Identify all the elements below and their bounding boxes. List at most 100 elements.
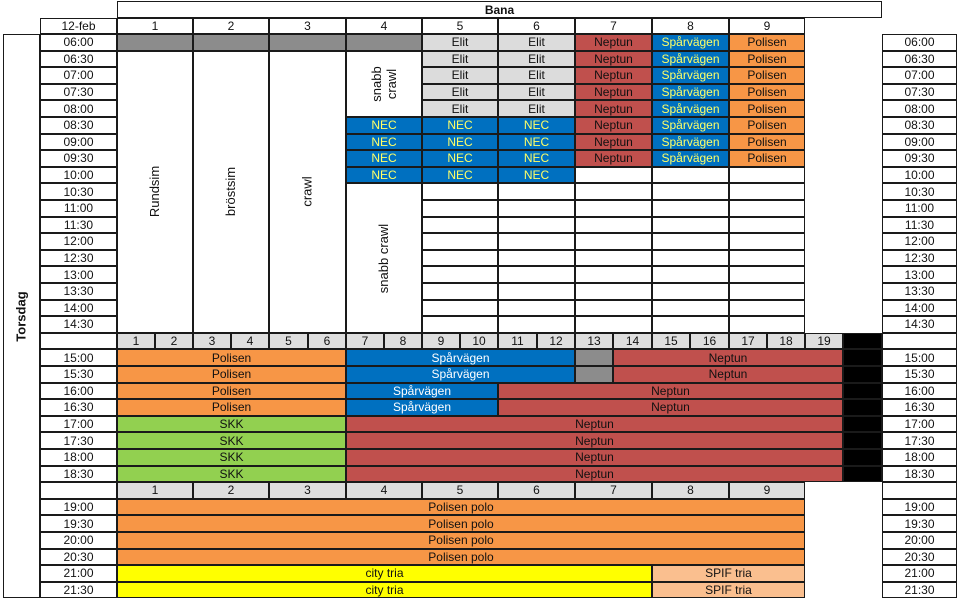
empty-cell: [652, 299, 729, 317]
empty-cell: [652, 283, 729, 300]
neptun-cell: Neptun: [575, 34, 652, 51]
lane-header: 1: [117, 482, 193, 499]
empty-cell: [575, 216, 652, 234]
black-cell: [843, 449, 882, 466]
lane2-label-text: bröstsim: [223, 167, 239, 217]
time-right: 11:00: [882, 200, 957, 217]
black-cell: [843, 349, 882, 366]
empty-cell: [498, 216, 575, 234]
time-right: 13:30: [882, 283, 957, 300]
polisen-cell: Polisen: [117, 382, 346, 400]
elit-cell: Elit: [498, 67, 575, 84]
lane1-label: Rundsim: [117, 51, 193, 333]
time-left: 09:30: [40, 150, 117, 167]
lane-header-19: 15: [652, 332, 690, 350]
nec-cell: NEC: [422, 150, 498, 167]
neptun-cell: Neptun: [575, 67, 652, 84]
lane4-top-block: [346, 50, 422, 117]
lane-header-19: 13: [575, 332, 613, 350]
spif-tria-cell: SPIF tria: [652, 581, 805, 599]
time-right: 19:30: [882, 515, 957, 532]
time-right: 10:00: [882, 166, 957, 184]
lane2-block: [193, 50, 269, 333]
empty-cell: [652, 166, 729, 184]
sparvagen-cell: Spårvägen: [346, 366, 575, 383]
day-text: Torsdag: [14, 291, 30, 342]
time-left: 21:00: [40, 565, 117, 582]
empty-cell: [729, 166, 805, 184]
time-right: 17:00: [882, 415, 957, 433]
neptun-cell: Neptun: [498, 382, 843, 400]
polisen-cell: Polisen: [729, 100, 805, 117]
polisen-polo-cell: Polisen polo: [117, 548, 805, 566]
polisen-cell: Polisen: [729, 83, 805, 101]
time-right: 08:30: [882, 117, 957, 134]
lane-header-19: 7: [346, 332, 384, 350]
time-left: 19:00: [40, 498, 117, 516]
time-left: 15:00: [40, 349, 117, 366]
time-left: 08:00: [40, 100, 117, 117]
lane-header-19: 14: [613, 332, 652, 350]
empty-cell: [729, 233, 805, 250]
time-right: 18:30: [882, 465, 957, 483]
empty-cell: [652, 266, 729, 283]
lane-header: 5: [422, 482, 498, 499]
time-left: 12:00: [40, 233, 117, 250]
polisen-cell: Polisen: [729, 67, 805, 84]
empty-cell: [729, 200, 805, 217]
nec-cell: NEC: [498, 150, 575, 167]
lane-header: 3: [269, 482, 346, 499]
time-left: 20:00: [40, 532, 117, 549]
lane-header-19: 10: [460, 332, 498, 350]
empty-cell: [575, 233, 652, 250]
nec-cell: NEC: [346, 133, 422, 151]
spif-tria-cell: SPIF tria: [652, 565, 805, 582]
time-right: 10:30: [882, 183, 957, 200]
polisen-cell: Polisen: [729, 50, 805, 68]
empty-cell: [422, 233, 498, 250]
neptun-cell: Neptun: [613, 366, 843, 383]
elit-cell: Elit: [498, 100, 575, 117]
closed-cell: [575, 366, 613, 383]
nec-cell: NEC: [422, 117, 498, 134]
empty-cell: [498, 183, 575, 200]
time-right: 07:00: [882, 67, 957, 84]
nec-cell: NEC: [346, 150, 422, 167]
elit-cell: Elit: [422, 67, 498, 84]
polisen-cell: Polisen: [729, 34, 805, 51]
time-right: 21:30: [882, 581, 957, 599]
black-cell: [843, 366, 882, 383]
time-left: 13:00: [40, 266, 117, 283]
polisen-polo-cell: Polisen polo: [117, 532, 805, 549]
lane-header: 5: [422, 18, 498, 34]
lane2-label: bröstsim: [193, 51, 269, 333]
time-right: 13:00: [882, 266, 957, 283]
empty-cell: [498, 233, 575, 250]
lane-header-19: 2: [155, 332, 193, 350]
lane-header-19: 12: [537, 332, 575, 350]
neptun-cell: Neptun: [346, 465, 843, 483]
neptun-cell: Neptun: [346, 415, 843, 433]
time-right: 08:00: [882, 100, 957, 117]
lane-header-19: 9: [422, 332, 460, 350]
city-tria-cell: city tria: [117, 565, 652, 582]
city-tria-cell: city tria: [117, 581, 652, 599]
time-right: 16:00: [882, 382, 957, 400]
time-right: 18:00: [882, 449, 957, 466]
black-cell: [843, 382, 882, 400]
nec-cell: NEC: [422, 166, 498, 184]
sparvagen-cell: Spårvägen: [652, 34, 729, 51]
lane-header-19: 5: [269, 332, 308, 350]
empty-cell: [575, 266, 652, 283]
polisen-cell: Polisen: [117, 399, 346, 416]
time-left: 12:30: [40, 249, 117, 267]
empty-cell: [729, 216, 805, 234]
time-right: 06:30: [882, 50, 957, 68]
lane-header-19: 3: [193, 332, 231, 350]
time-left: 20:30: [40, 548, 117, 566]
polisen-cell: Polisen: [117, 349, 346, 366]
empty-cell: [498, 299, 575, 317]
time-right: 20:30: [882, 548, 957, 566]
sparvagen-cell: Spårvägen: [346, 349, 575, 366]
